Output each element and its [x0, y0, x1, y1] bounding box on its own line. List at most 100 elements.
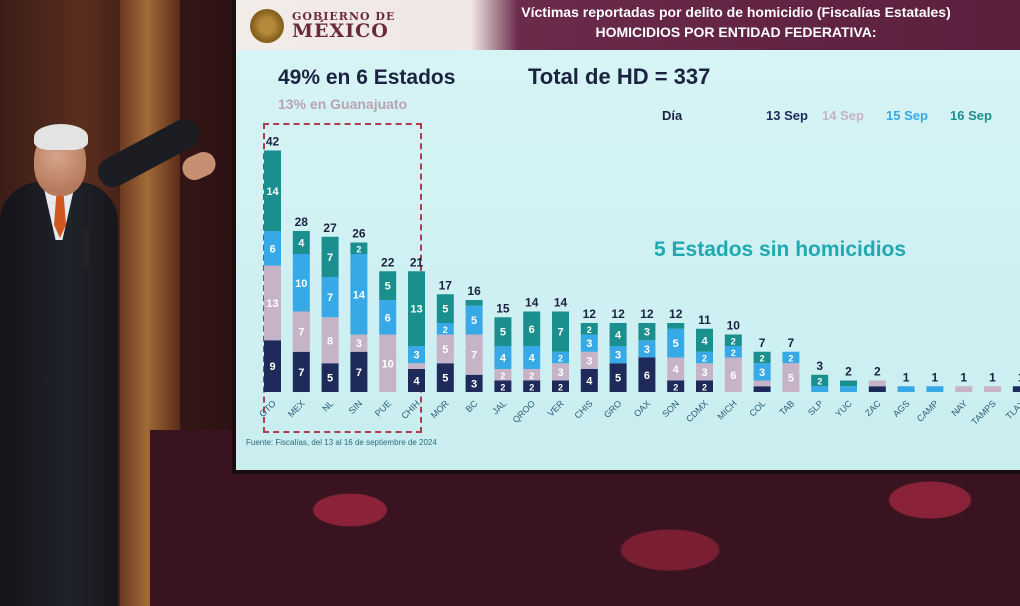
- bar-segment-COL-15-Sep: [753, 363, 771, 381]
- legend-item-16: 16 Sep: [950, 108, 992, 123]
- slide-subtitle: HOMICIDIOS POR ENTIDAD FEDERATIVA:: [595, 24, 877, 40]
- bar-segment-GTO-15-Sep: [264, 231, 281, 266]
- segment-label: 13: [410, 304, 422, 316]
- total-label-GTO: 42: [266, 135, 280, 149]
- segment-label: 8: [327, 335, 333, 347]
- category-label-JAL: JAL: [490, 398, 508, 416]
- category-label-MICH: MICH: [715, 398, 738, 421]
- segment-label: 2: [760, 354, 765, 364]
- segment-label: 2: [731, 336, 736, 346]
- segment-label: 2: [356, 244, 361, 254]
- segment-label: 2: [500, 382, 505, 392]
- speaker: [0, 114, 220, 606]
- bar-segment-SON-14-Sep: [667, 357, 685, 381]
- segment-label: 10: [382, 358, 394, 370]
- segment-label: 2: [529, 382, 534, 392]
- bar-segment-GTO-13-Sep: [264, 340, 281, 392]
- legend-item-14: 14 Sep: [822, 108, 864, 123]
- bar-segment-BC-13-Sep: [465, 374, 483, 392]
- total-label-MICH: 10: [727, 319, 741, 333]
- total-label-CAMP: 1: [932, 370, 939, 384]
- bar-segment-NL-14-Sep: [321, 317, 339, 364]
- bar-segment-BC-15-Sep: [465, 305, 483, 335]
- segment-label: 3: [586, 338, 592, 350]
- category-label-QROO: QROO: [511, 398, 538, 425]
- total-label-COL: 7: [759, 336, 766, 350]
- total-label-YUC: 2: [845, 365, 852, 379]
- bar-segment-COL-13-Sep: [753, 386, 771, 392]
- guanajuato-note: 13% en Guanajuato: [278, 96, 408, 112]
- segment-label: 2: [500, 371, 505, 381]
- segment-label: 7: [298, 367, 304, 379]
- category-label-NL: NL: [320, 398, 335, 413]
- category-label-MOR: MOR: [429, 398, 451, 420]
- total-headline: Total de HD = 337: [528, 64, 711, 89]
- category-label-AGS: AGS: [891, 398, 912, 419]
- bar-segment-CHIS-14-Sep: [580, 351, 598, 369]
- segment-label: 5: [327, 373, 333, 385]
- bar-segment-TAMPS-14-Sep: [984, 386, 1001, 392]
- bar-segment-GTO-14-Sep: [264, 265, 281, 341]
- segment-label: 2: [558, 382, 563, 392]
- segment-label: 5: [500, 327, 506, 339]
- segment-label: 13: [266, 298, 278, 310]
- total-label-CHIH: 21: [410, 255, 424, 269]
- segment-label: 3: [557, 367, 563, 379]
- slide-header: GOBIERNO DE MÉXICO Víctimas reportadas p…: [236, 0, 1020, 50]
- bar-segment-CDMX-13-Sep: [696, 380, 713, 392]
- total-label-TLAX: 1: [1018, 370, 1020, 384]
- speaker-arm: [92, 114, 205, 193]
- bar-segment-NL-15-Sep: [321, 277, 339, 318]
- total-label-JAL: 15: [496, 301, 510, 315]
- total-label-SIN: 26: [352, 227, 366, 241]
- segment-label: 7: [471, 350, 477, 362]
- legend-item-15: 15 Sep: [886, 108, 928, 123]
- segment-label: 3: [471, 378, 477, 390]
- bar-segment-VER-15-Sep: [552, 351, 569, 364]
- bar-segment-CHIH-15-Sep: [408, 346, 425, 364]
- bar-segment-MOR-14-Sep: [436, 334, 454, 364]
- bar-segment-GRO-13-Sep: [609, 363, 627, 392]
- bar-segment-NL-16-Sep: [321, 236, 339, 277]
- segment-label: 2: [702, 354, 707, 364]
- bar-segment-JAL-14-Sep: [494, 369, 512, 381]
- bar-segment-JAL-13-Sep: [494, 380, 512, 392]
- bar-segment-SLP-16-Sep: [811, 374, 829, 387]
- segment-label: 4: [413, 376, 420, 388]
- bar-segment-PUE-16-Sep: [379, 271, 397, 300]
- bar-segment-CDMX-15-Sep: [696, 351, 713, 364]
- segment-label: 7: [557, 327, 563, 339]
- segment-label: 3: [356, 338, 362, 350]
- bar-segment-COL-16-Sep: [753, 351, 771, 364]
- bar-segment-TAB-14-Sep: [782, 363, 800, 392]
- category-label-OAX: OAX: [632, 398, 653, 419]
- segment-label: 6: [529, 324, 535, 336]
- bar-segment-CDMX-14-Sep: [696, 363, 713, 381]
- segment-label: 2: [673, 382, 678, 392]
- segment-label: 3: [615, 350, 621, 362]
- total-label-PUE: 22: [381, 255, 395, 269]
- segment-label: 2: [817, 377, 822, 387]
- total-label-NL: 27: [323, 221, 337, 235]
- bar-segment-OAX-13-Sep: [638, 357, 656, 392]
- total-label-ZAC: 2: [874, 365, 881, 379]
- category-label-TAMPS: TAMPS: [969, 398, 998, 427]
- segment-label: 7: [298, 327, 304, 339]
- bar-segment-SIN-13-Sep: [350, 351, 368, 392]
- bar-segment-VER-13-Sep: [552, 380, 569, 392]
- category-label-CDMX: CDMX: [684, 398, 710, 424]
- segment-label: 5: [788, 373, 794, 385]
- total-label-NAY: 1: [960, 370, 967, 384]
- government-logo: GOBIERNO DE MÉXICO: [250, 8, 435, 44]
- bar-segment-QROO-16-Sep: [523, 311, 541, 346]
- category-label-CHIS: CHIS: [572, 398, 594, 420]
- category-label-BC: BC: [464, 398, 480, 414]
- segment-label: 14: [353, 289, 366, 301]
- category-label-VER: VER: [546, 398, 567, 419]
- segment-label: 6: [644, 370, 650, 382]
- bar-segment-OAX-15-Sep: [638, 340, 656, 358]
- category-label-SLP: SLP: [806, 398, 825, 417]
- bar-segment-MEX-15-Sep: [292, 254, 310, 312]
- segment-label: 5: [471, 315, 477, 327]
- segment-label: 5: [442, 304, 448, 316]
